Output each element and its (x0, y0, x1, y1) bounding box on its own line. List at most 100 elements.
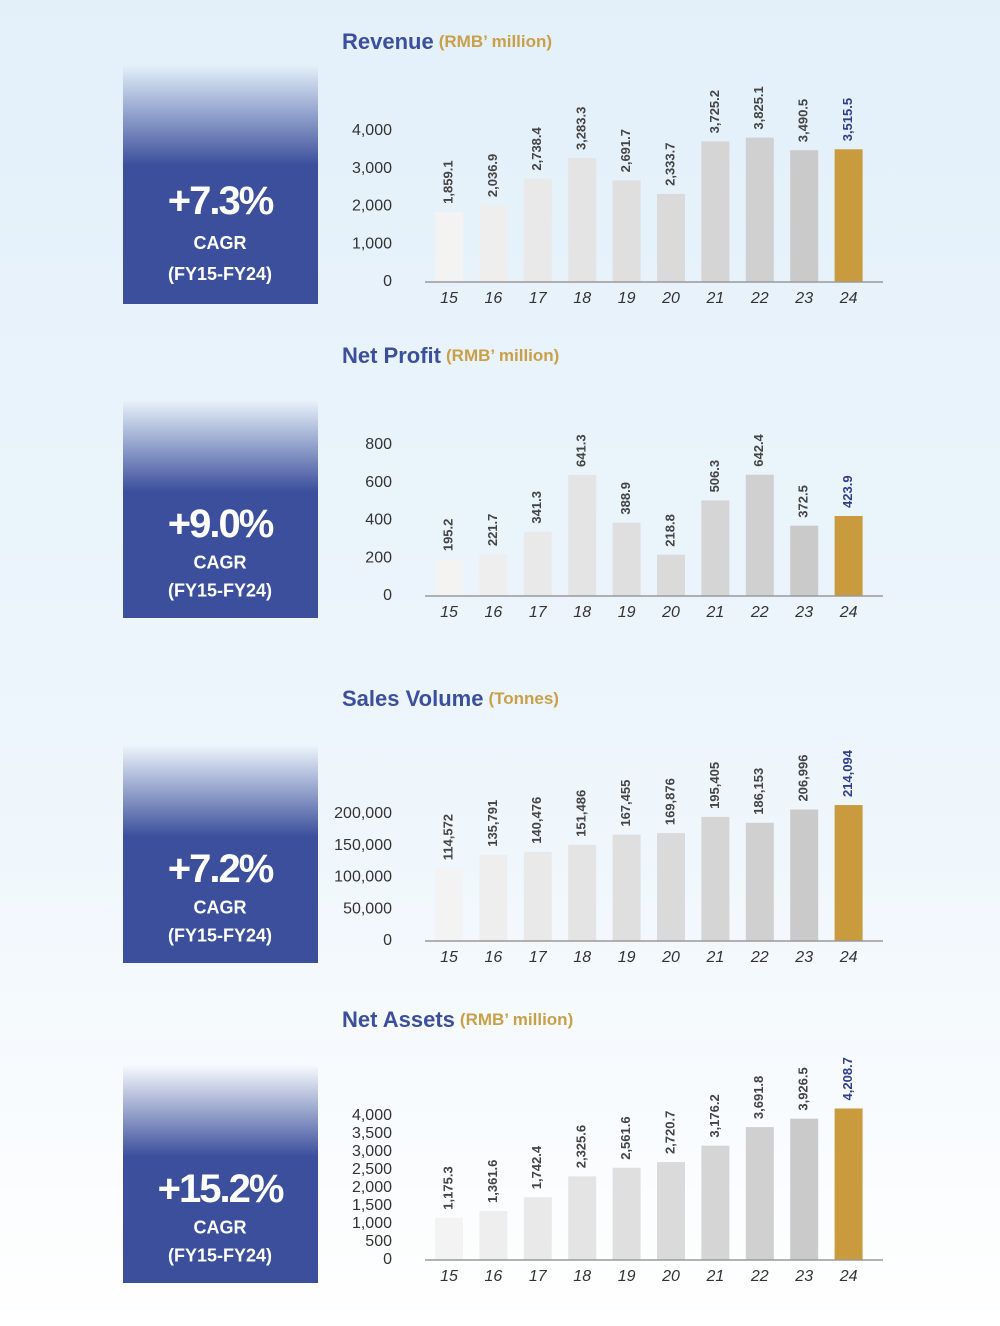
x-tick-label: 23 (794, 949, 813, 966)
x-tick-label: 24 (839, 1268, 858, 1285)
chart: Sales Volume (Tonnes) +7.2% CAGR (FY15-FY24)… (123, 686, 883, 966)
value-label: 4,208.7 (840, 1057, 855, 1100)
bar (435, 1217, 463, 1260)
bar (790, 1118, 819, 1260)
bar (612, 522, 641, 596)
x-tick-label: 17 (529, 949, 548, 966)
x-tick-label: 22 (750, 1268, 769, 1285)
x-tick-label: 17 (529, 1268, 548, 1285)
x-tick-label: 21 (706, 949, 725, 966)
chart-title: Sales Volume (Tonnes) (342, 686, 559, 711)
y-tick-label: 3,500 (352, 1125, 392, 1142)
bar (701, 1145, 730, 1260)
value-label: 2,738.4 (529, 126, 544, 170)
y-tick-label: 200,000 (334, 805, 392, 822)
chart: Revenue (RMB’ million) +7.3% CAGR (FY15-FY24… (123, 29, 883, 307)
value-label: 3,515.5 (840, 98, 855, 141)
y-tick-label: 0 (383, 1251, 392, 1268)
cagr-value: +9.0% (168, 502, 274, 546)
x-tick-label: 18 (573, 1268, 591, 1285)
value-label: 423.9 (840, 475, 855, 508)
title: Sales Volume (342, 686, 483, 711)
y-tick-label: 0 (383, 273, 392, 290)
bar (435, 559, 463, 596)
value-label: 341.3 (529, 491, 544, 524)
y-tick-label: 500 (365, 1233, 392, 1250)
value-label: 3,490.5 (796, 99, 811, 142)
value-label: 2,333.7 (662, 143, 677, 186)
x-tick-label: 22 (750, 949, 769, 966)
chart: Net Assets (RMB’ million) +15.2% CAGR (FY15-… (123, 1007, 883, 1285)
bar (523, 531, 552, 596)
x-tick-label: 20 (661, 290, 680, 307)
value-label: 140,476 (529, 797, 544, 844)
bar (657, 554, 685, 596)
bar (701, 141, 730, 282)
chart: Net Profit (RMB’ million) +9.0% CAGR (FY15-F… (123, 343, 883, 621)
value-label: 3,283.3 (574, 107, 589, 150)
value-label: 218.8 (662, 514, 677, 547)
y-tick-label: 1,500 (352, 1197, 392, 1214)
x-tick-label: 20 (661, 1268, 680, 1285)
x-tick-label: 19 (618, 290, 636, 307)
y-tick-label: 1,000 (352, 1215, 392, 1232)
bar (790, 150, 819, 282)
y-tick-label: 2,500 (352, 1161, 392, 1178)
value-label: 195.2 (440, 519, 455, 552)
subtitle: (RMB’ million) (439, 32, 552, 51)
bar (701, 816, 730, 941)
y-tick-label: 400 (365, 512, 392, 529)
bar (523, 851, 552, 941)
value-label: 372.5 (796, 485, 811, 518)
bar (701, 500, 730, 596)
cagr-value: +7.3% (168, 179, 274, 223)
y-tick-label: 50,000 (343, 900, 392, 917)
value-label: 2,561.6 (618, 1116, 633, 1159)
y-tick-label: 2,000 (352, 198, 392, 215)
bar (745, 474, 774, 596)
bar (657, 1162, 685, 1260)
cagr-panel (123, 65, 318, 304)
x-tick-label: 18 (573, 290, 591, 307)
bar (834, 149, 863, 282)
cagr-label: CAGR (194, 1217, 247, 1237)
x-tick-label: 15 (440, 290, 458, 307)
value-label: 186,153 (751, 768, 766, 815)
value-label: 214,094 (840, 749, 855, 797)
bar (834, 1108, 863, 1260)
x-tick-label: 20 (661, 604, 680, 621)
x-tick-label: 19 (618, 1268, 636, 1285)
bar (568, 844, 597, 941)
value-label: 206,996 (796, 755, 811, 802)
bar (834, 805, 863, 941)
bar (657, 193, 685, 282)
x-tick-label: 18 (573, 604, 591, 621)
y-tick-label: 600 (365, 474, 392, 491)
y-tick-label: 2,000 (352, 1179, 392, 1196)
value-label: 2,036.9 (485, 154, 500, 197)
x-tick-label: 24 (839, 949, 858, 966)
bar (568, 1176, 597, 1260)
chart-title: Net Profit (RMB’ million) (342, 343, 559, 368)
cagr-period: (FY15-FY24) (168, 1246, 272, 1266)
bar (479, 854, 508, 941)
x-tick-label: 24 (839, 290, 858, 307)
subtitle: (RMB’ million) (446, 346, 559, 365)
bar (834, 515, 863, 596)
x-tick-label: 16 (485, 1268, 503, 1285)
chart-title: Net Assets (RMB’ million) (342, 1007, 573, 1032)
value-label: 195,405 (707, 762, 722, 809)
y-tick-label: 3,000 (352, 1143, 392, 1160)
bar (435, 868, 463, 941)
bar (745, 1127, 774, 1260)
cagr-value: +7.2% (168, 847, 274, 891)
cagr-period: (FY15-FY24) (168, 264, 272, 284)
bar (479, 554, 508, 596)
value-label: 506.3 (707, 460, 722, 493)
x-tick-label: 24 (839, 604, 858, 621)
value-label: 2,691.7 (618, 129, 633, 172)
value-label: 3,825.1 (751, 86, 766, 129)
value-label: 641.3 (574, 434, 589, 467)
x-tick-label: 21 (706, 290, 725, 307)
value-label: 167,455 (618, 780, 633, 827)
